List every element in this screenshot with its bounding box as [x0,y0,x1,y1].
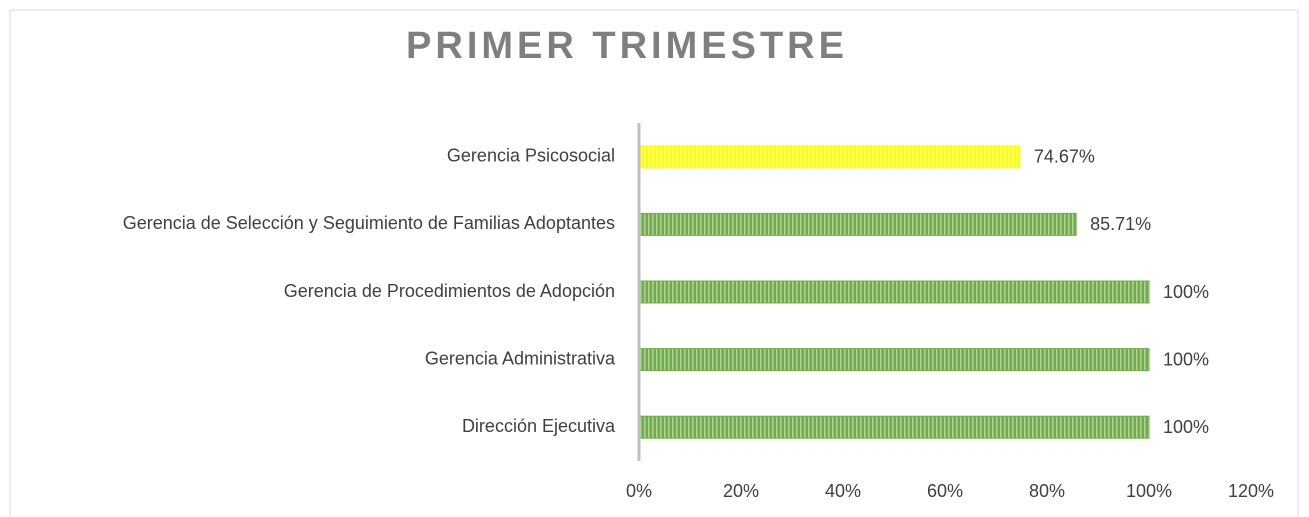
bar [638,145,1021,169]
y-tick-label: Gerencia Psicosocial [447,146,615,166]
x-tick-label: 60% [927,481,963,501]
data-label: 74.67% [1034,147,1095,167]
x-tick-label: 40% [825,481,861,501]
x-tick-label: 100% [1126,481,1172,501]
y-tick-label: Gerencia de Procedimientos de Adopción [284,281,615,301]
x-tick-label: 20% [723,481,759,501]
y-tick-label: Gerencia Administrativa [425,348,616,368]
bar [638,415,1150,439]
y-tick-label: Gerencia de Selección y Seguimiento de F… [123,213,615,233]
data-label: 100% [1163,417,1209,437]
y-tick-label: Dirección Ejecutiva [462,416,616,436]
bar [638,280,1150,304]
data-label: 100% [1163,282,1209,302]
x-tick-label: 120% [1228,481,1274,501]
data-label: 85.71% [1090,214,1151,234]
bar [638,212,1077,236]
x-tick-label: 0% [626,481,652,501]
chart-frame [9,9,1299,517]
x-tick-label: 80% [1029,481,1065,501]
bar [638,348,1150,372]
chart-title: PRIMER TRIMESTRE [406,25,848,67]
data-label: 100% [1163,349,1209,369]
